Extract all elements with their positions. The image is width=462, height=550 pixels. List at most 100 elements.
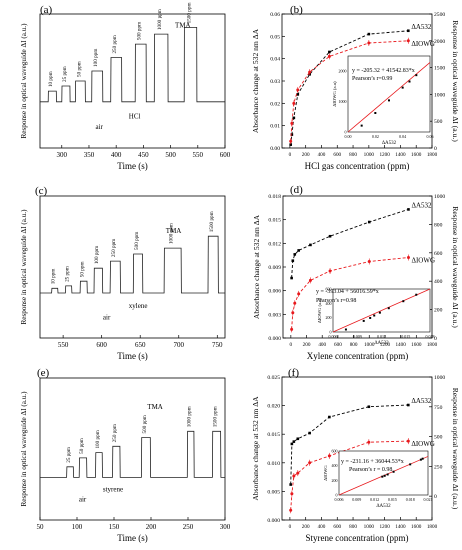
x-tick-label-c: 600	[96, 341, 107, 349]
signal-trace-c	[40, 235, 225, 294]
data-point-b-a	[407, 29, 410, 33]
annotation-c: air	[103, 314, 111, 322]
series-line-b-0	[290, 30, 409, 145]
series-label-b: ΔA532	[411, 23, 432, 31]
y-tick-label-d: 0.012	[268, 241, 281, 247]
x-tick-label-d: 800	[350, 342, 358, 348]
pulse-label-c: 1500 ppm	[209, 211, 215, 232]
x-tick-label-a: 350	[84, 151, 95, 159]
data-point-d-a	[297, 249, 300, 252]
panel-label-c: (c)	[35, 185, 48, 197]
data-point-d-a	[293, 253, 297, 256]
pulse-label-a: 250 ppm	[112, 35, 118, 53]
x-tick-label-d: 1800	[427, 342, 438, 348]
x-tick-label-d: 400	[318, 342, 326, 348]
pulse-label-a: 1500 ppm	[186, 2, 192, 23]
x-tick-label-b: 1800	[427, 152, 438, 158]
y-right-tick-label-b: 500	[434, 119, 443, 125]
y-tick-label-d: 0.009	[268, 265, 281, 271]
inset-x-tick-label-d: 0.012	[377, 334, 386, 339]
x-tick-label-d: 1600	[411, 342, 422, 348]
inset-x-tick-label-b: 0.00	[345, 134, 352, 139]
x-tick-label-f: 1000	[364, 524, 375, 530]
x-tick-label-e: 150	[109, 523, 120, 531]
pulse-label-a: 100 ppm	[93, 49, 99, 67]
data-point-d-a	[291, 259, 295, 262]
data-point-d-a	[328, 234, 332, 238]
inset-equation-f: y = -231.16 + 36044.53*x	[341, 459, 404, 465]
x-tick-label-e: 250	[183, 523, 194, 531]
inset-point-d	[362, 319, 365, 322]
y-axis-title-a: Response in optical waveguide ΔI (a.u.)	[20, 23, 28, 139]
y-right-tick-label-d: 0	[434, 336, 437, 342]
x-tick-label-a: 400	[111, 151, 122, 159]
pulse-label-e: 100 ppm	[95, 430, 101, 448]
y-right-tick-label-f: 1000	[434, 375, 445, 381]
axes-frame-f	[281, 376, 433, 521]
x-tick-label-b: 400	[318, 152, 326, 158]
data-point-f-a	[290, 442, 294, 446]
series-label-b: ΔIOWG	[411, 40, 435, 48]
inset-fit-line-b	[347, 62, 431, 133]
inset-point-d	[344, 328, 347, 331]
x-tick-label-d: 200	[303, 342, 311, 348]
inset-y-tick-label-b: 2000	[339, 69, 347, 74]
data-point-d-a	[309, 243, 312, 247]
inset-point-f	[386, 473, 389, 476]
x-axis-title-e: Time (s)	[117, 533, 147, 543]
data-point-f-a	[289, 483, 292, 486]
pulse-label-c: 100 ppm	[94, 246, 100, 264]
inset-equation-d: y = -393.04 + 56016.59*x	[316, 289, 379, 295]
inset-point-d	[402, 300, 405, 303]
y-tick-label-d: 0.003	[268, 312, 281, 318]
x-axis-title-f: Styrene concentration (ppm)	[306, 533, 409, 543]
pulse-label-c: 1000 ppm	[169, 223, 175, 244]
data-point-f-a	[296, 437, 300, 441]
x-tick-label-c: 650	[135, 341, 146, 349]
inset-y-title-b: ΔIOWG (a.u)	[332, 81, 337, 107]
x-tick-label-f: 1200	[379, 524, 390, 530]
y-axis-title-b: Absorbance change at 532 nm ΔA	[251, 28, 260, 133]
y-tick-label-b: 0.05	[270, 34, 280, 40]
inset-point-b	[415, 74, 418, 77]
inset-y-tick-label-b: 1000	[339, 99, 347, 104]
signal-trace-e	[40, 430, 225, 478]
pulse-label-a: 1000 ppm	[157, 9, 163, 30]
inset-y-tick-label-f: 600	[332, 449, 338, 454]
annotation-c: xylene	[129, 302, 148, 310]
x-tick-label-b: 800	[349, 152, 357, 158]
y-right-tick-label-f: 250	[434, 464, 443, 470]
inset-pearson-d: Pearson’s r=0.98	[316, 298, 356, 304]
series-label-f: ΔIOWG	[411, 440, 435, 448]
inset-x-tick-label-d: 0.009	[353, 334, 362, 339]
y-axis-title-d: Absorbance change at 532 nm ΔA	[252, 214, 261, 319]
inset-point-d	[387, 307, 390, 310]
y-right-tick-label-b: 0	[434, 146, 437, 152]
inset-x-tick-label-f: 0.018	[406, 497, 415, 502]
x-tick-label-a: 300	[57, 151, 68, 159]
axes-frame-c	[39, 195, 226, 339]
data-point-d-a	[290, 276, 293, 280]
x-axis-title-c: Time (s)	[117, 351, 147, 361]
inset-x-title-d: ΔA532	[374, 341, 389, 346]
inset-point-f	[421, 457, 424, 460]
data-point-f-a	[292, 440, 296, 443]
x-tick-label-e: 100	[72, 523, 83, 531]
x-tick-label-f: 0	[289, 524, 292, 530]
x-tick-label-b: 600	[333, 152, 341, 158]
y-tick-label-f: 0.020	[267, 404, 280, 410]
inset-equation-b: y = -205.32 + 41542.83*x	[352, 68, 415, 74]
y-right-tick-label-b: 2500	[434, 12, 445, 18]
inset-point-b	[408, 80, 411, 83]
pulse-label-e: 25 ppm	[66, 447, 72, 463]
axes-frame-a	[39, 13, 226, 149]
x-axis-title-a: Time (s)	[117, 161, 147, 171]
pulse-label-e: 500 ppm	[142, 415, 148, 433]
y-tick-label-d: 0.018	[268, 194, 281, 200]
inset-x-tick-label-d: 0.006	[329, 334, 338, 339]
inset-point-d	[369, 316, 372, 319]
inset-y-tick-label-d: 400	[326, 301, 332, 306]
inset-point-d	[415, 293, 418, 296]
data-point-b-a	[289, 143, 292, 146]
inset-x-tick-label-f: 0.021	[424, 497, 433, 502]
